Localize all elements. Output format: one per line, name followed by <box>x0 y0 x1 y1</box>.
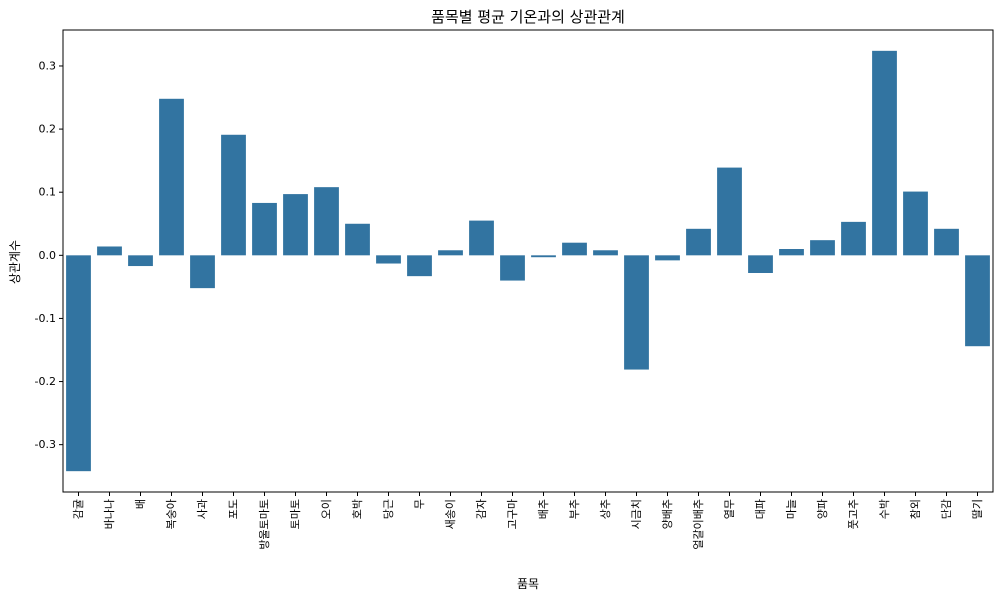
x-tick-label: 오이 <box>320 499 333 519</box>
bar-양파 <box>810 240 835 256</box>
y-axis-label: 상관계수 <box>8 240 22 284</box>
x-tick-label: 감자 <box>475 499 488 519</box>
x-tick-label: 얼갈이배추 <box>691 499 705 550</box>
x-tick-label: 고구마 <box>506 499 519 529</box>
x-tick-label: 대파 <box>754 499 767 519</box>
y-tick-label: 0.3 <box>39 59 57 72</box>
bar-고구마 <box>500 255 525 281</box>
x-tick-label: 양배추 <box>661 499 674 529</box>
bar-양배추 <box>655 255 680 261</box>
bars-group <box>66 50 990 472</box>
x-tick-label: 무 <box>413 499 426 509</box>
x-tick-label: 복숭아 <box>165 499 178 529</box>
x-axis: 감귤 바나나 배 복숭아 사과 포도 방울토마토 토마토 오이 호박 당근 무 새송이 감자 고구마 배추 부추… <box>72 492 984 550</box>
x-tick-label: 방울토마토 <box>258 499 271 550</box>
y-tick-label: 0.2 <box>39 123 57 136</box>
x-tick-label: 토마토 <box>289 499 302 529</box>
bar-시금치 <box>624 255 649 370</box>
x-tick-label: 참외 <box>909 499 922 519</box>
bar-바나나 <box>97 246 122 256</box>
bar-마늘 <box>779 249 804 256</box>
x-tick-label: 사과 <box>196 499 209 519</box>
x-tick-label: 당근 <box>382 499 395 519</box>
bar-배 <box>128 255 153 267</box>
x-tick-label: 호박 <box>351 499 364 519</box>
x-axis-label: 품목 <box>517 577 539 591</box>
x-tick-label: 수박 <box>878 499 891 519</box>
bar-풋고추 <box>841 221 866 256</box>
x-tick-label: 양파 <box>816 499 829 519</box>
y-tick-label: -0.1 <box>35 312 56 325</box>
x-tick-label: 부추 <box>568 499 581 519</box>
bar-열무 <box>717 167 742 256</box>
x-tick-label: 바나나 <box>103 499 116 529</box>
x-tick-label: 새송이 <box>444 499 457 529</box>
bar-수박 <box>872 50 897 256</box>
y-axis: -0.3 -0.2 -0.1 0.0 0.1 0.2 0.3 <box>35 59 63 451</box>
y-tick-label: -0.3 <box>35 438 56 451</box>
y-tick-label: -0.2 <box>35 375 56 388</box>
bar-단감 <box>934 228 959 256</box>
x-tick-label: 단감 <box>940 499 953 519</box>
x-tick-label: 마늘 <box>785 499 798 519</box>
x-tick-label: 감귤 <box>72 499 85 519</box>
bar-상추 <box>593 250 618 256</box>
bar-사과 <box>190 255 215 289</box>
y-tick-label: 0.1 <box>39 186 57 199</box>
bar-방울토마토 <box>252 202 277 256</box>
chart-title: 품목별 평균 기온과의 상관관계 <box>431 8 625 26</box>
x-tick-label: 열무 <box>723 499 736 519</box>
y-tick-label: 0.0 <box>39 249 57 262</box>
bar-부추 <box>562 242 587 256</box>
bar-오이 <box>314 187 339 256</box>
x-tick-label: 풋고추 <box>847 499 860 529</box>
x-tick-label: 포도 <box>227 499 240 519</box>
bar-토마토 <box>283 194 308 256</box>
bar-감귤 <box>66 255 91 472</box>
bar-새송이 <box>438 250 463 256</box>
bar-딸기 <box>965 255 990 347</box>
bar-복숭아 <box>159 98 184 256</box>
bar-감자 <box>469 220 494 256</box>
x-tick-label: 배추 <box>537 499 550 519</box>
bar-포도 <box>221 134 246 256</box>
x-tick-label: 배 <box>134 499 147 509</box>
x-tick-label: 상추 <box>599 499 612 519</box>
bar-얼갈이배추 <box>686 228 711 256</box>
bar-배추 <box>531 255 556 258</box>
bar-무 <box>407 255 432 277</box>
bar-참외 <box>903 191 928 256</box>
bar-당근 <box>376 255 401 264</box>
x-tick-label: 딸기 <box>971 499 984 519</box>
plot-area-frame <box>62 29 994 493</box>
bar-대파 <box>748 255 773 273</box>
bar-호박 <box>345 223 370 256</box>
x-tick-label: 시금치 <box>630 499 643 529</box>
